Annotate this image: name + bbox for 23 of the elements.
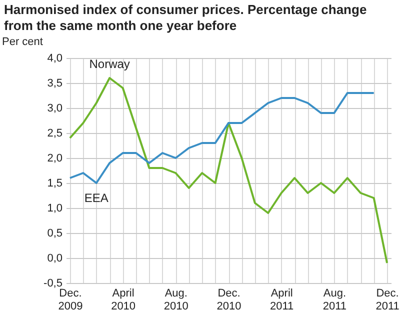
y-tick-label: 2,5 [47,128,62,140]
y-tick-label: 3,5 [47,78,62,90]
y-axis-title: Per cent [1,36,44,50]
line-series [68,92,375,184]
y-tick-label: 2,0 [47,152,62,164]
y-tick-label: -0,5 [44,278,62,290]
x-tick-label: April 2011 [270,288,294,312]
y-tick-label: 1,5 [47,178,62,190]
x-tick-label: Aug. 2011 [322,288,347,312]
x-tick-label: Dec. 2011 [376,288,400,312]
series-label: Norway [89,57,130,71]
x-tick-label: Dec. 2009 [58,288,83,312]
x-tick-label: Aug. 2010 [164,288,188,312]
y-tick-label: 0,0 [47,252,62,264]
y-tick-label: 3,0 [47,102,62,114]
series-label: EEA [84,191,108,205]
x-tick-label: April 2010 [111,288,136,312]
y-tick-label: 4,0 [47,52,62,64]
y-tick-label: 0,5 [47,228,62,240]
x-tick-label: Dec. 2010 [216,288,242,312]
line-series [68,77,388,264]
chart-title: Harmonised index of consumer prices. Percentage change from the same month one year before [3,1,368,35]
y-tick-label: 1,0 [47,202,62,214]
